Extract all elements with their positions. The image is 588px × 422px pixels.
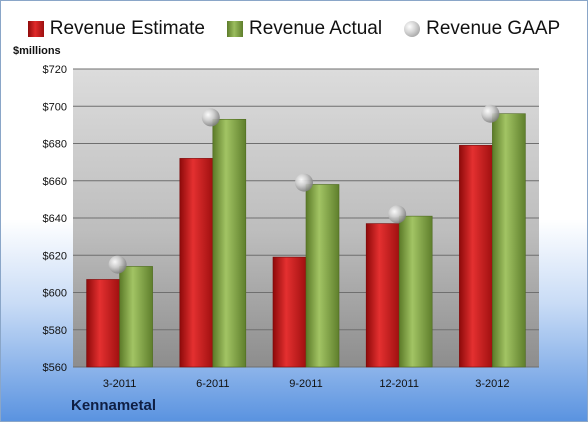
- bar-revenue-estimate: [179, 158, 214, 368]
- legend-item-gaap: Revenue GAAP: [404, 18, 560, 40]
- y-tick-label: $620: [43, 250, 67, 262]
- bar-revenue-actual: [119, 266, 153, 368]
- y-tick-label: $700: [43, 101, 67, 113]
- x-tick-label: 3-2012: [475, 378, 509, 390]
- marker-revenue-gaap: [295, 173, 313, 192]
- legend-swatch-estimate: [27, 21, 44, 37]
- bar-revenue-estimate: [272, 256, 307, 368]
- x-tick-label: 9-2011: [289, 378, 322, 390]
- legend-label-gaap: Revenue GAAP: [426, 18, 561, 39]
- marker-revenue-gaap: [481, 104, 500, 123]
- bar-revenue-actual: [212, 118, 247, 368]
- y-tick-label: $720: [43, 64, 67, 76]
- marker-revenue-gaap: [388, 205, 407, 224]
- y-tick-label: $580: [43, 325, 67, 337]
- y-tick-label: $660: [43, 176, 67, 188]
- legend-label-actual: Revenue Actual: [249, 18, 383, 39]
- bars: [86, 113, 526, 368]
- marker-revenue-gaap: [108, 255, 127, 274]
- bar-revenue-estimate: [365, 223, 400, 368]
- y-axis-label: $millions: [13, 45, 61, 57]
- y-tick-label: $600: [43, 288, 67, 300]
- legend-label-estimate: Revenue Estimate: [49, 18, 205, 39]
- x-tick-label: 6-2011: [196, 378, 229, 390]
- bar-revenue-actual: [492, 113, 526, 368]
- legend-item-actual: Revenue Actual: [227, 18, 382, 40]
- legend-swatch-actual: [227, 21, 243, 37]
- legend-swatch-gaap: [404, 21, 421, 37]
- x-tick-label: 3-2011: [103, 378, 136, 390]
- y-tick-label: $640: [43, 213, 67, 225]
- bar-revenue-estimate: [86, 279, 120, 368]
- y-tick-label: $680: [43, 139, 67, 151]
- x-axis-ticks: 3-2011 6-2011 9-2011 12-2011 3-2012: [103, 378, 510, 390]
- bar-revenue-actual: [305, 184, 340, 368]
- gaap-markers: [108, 104, 500, 274]
- bar-revenue-actual: [398, 215, 433, 368]
- bar-revenue-estimate: [459, 145, 493, 368]
- legend: Revenue Estimate Revenue Actual Revenue …: [1, 9, 587, 49]
- x-tick-label: 12-2011: [379, 378, 419, 390]
- marker-revenue-gaap: [201, 108, 220, 127]
- y-axis-ticks: $560 $580 $600 $620 $640 $660 $680 $700 $720: [43, 64, 67, 374]
- company-name: Kennametal: [71, 397, 157, 414]
- legend-item-estimate: Revenue Estimate: [27, 18, 205, 40]
- y-tick-label: $560: [43, 362, 67, 374]
